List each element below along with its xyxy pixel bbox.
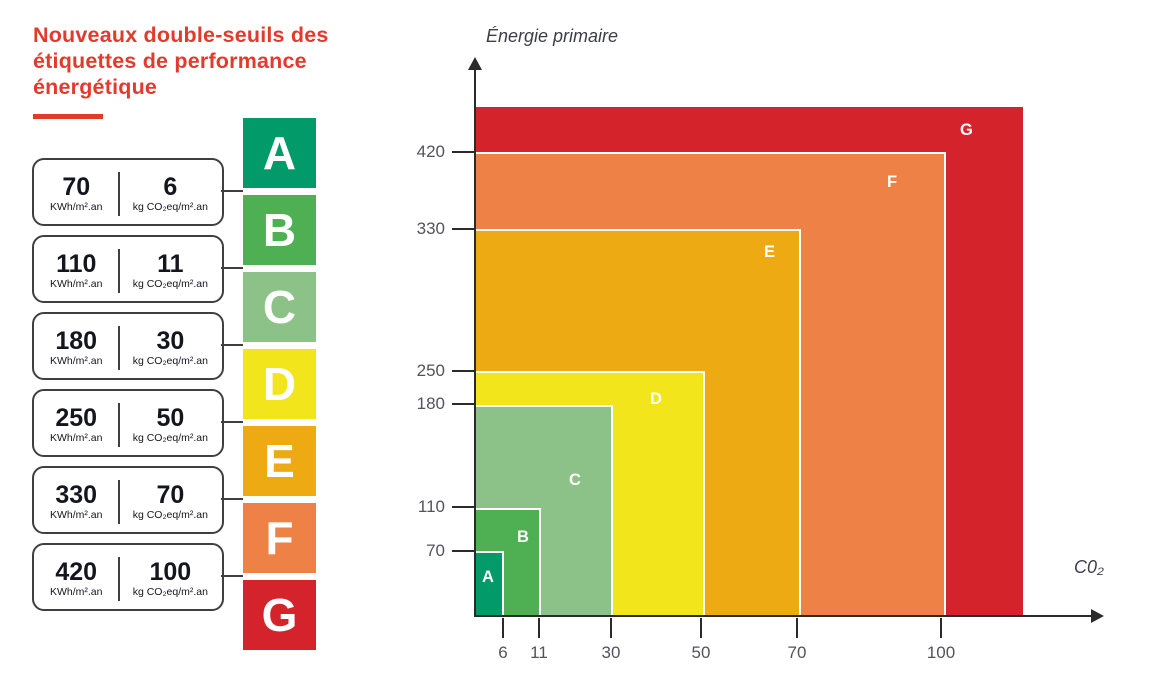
- grade-letter: E: [264, 435, 295, 487]
- x-tick: [502, 618, 504, 638]
- x-axis-title: C0₂: [1074, 557, 1104, 577]
- co2-threshold-value: 100: [149, 557, 192, 586]
- class-label-b: B: [517, 528, 529, 546]
- x-tick-label: 11: [530, 643, 548, 662]
- energy-threshold-value: 250: [55, 403, 98, 432]
- grade-letter: F: [265, 512, 294, 564]
- class-label-f: F: [887, 173, 898, 191]
- grade-badge-e: E: [243, 426, 316, 496]
- grade-letter: B: [262, 204, 297, 256]
- grade-letter: A: [262, 127, 297, 179]
- grade-badge-c: C: [243, 272, 316, 342]
- energy-threshold-value: 180: [55, 326, 98, 355]
- co2-threshold-unit: kg CO₂eq/m².an: [132, 431, 208, 444]
- co2-threshold-unit: kg CO₂eq/m².an: [132, 508, 208, 521]
- x-tick: [796, 618, 798, 638]
- x-axis-line: [474, 615, 1094, 617]
- class-label-e: E: [764, 243, 776, 261]
- energy-threshold-value: 70: [62, 172, 91, 201]
- x-tick-label: 6: [498, 643, 508, 662]
- threshold-divider: [117, 480, 120, 524]
- grade-badge-a: A: [243, 118, 316, 188]
- threshold-box-e-f: 330 KWh/m².an 70 kg CO₂eq/m².an: [32, 466, 224, 534]
- y-tick: [452, 370, 475, 372]
- energy-threshold-value: 420: [55, 557, 98, 586]
- grade-badge-f: F: [243, 503, 316, 573]
- y-tick: [452, 228, 475, 230]
- class-label-d: D: [650, 390, 662, 408]
- threshold-box-c-d: 180 KWh/m².an 30 kg CO₂eq/m².an: [32, 312, 224, 380]
- co2-threshold-value: 70: [156, 480, 185, 509]
- title-underline-bar: [33, 114, 103, 119]
- y-tick-label: 420: [416, 142, 445, 161]
- co2-threshold-unit: kg CO₂eq/m².an: [132, 277, 208, 290]
- threshold-divider: [117, 557, 120, 601]
- threshold-divider: [117, 403, 120, 447]
- x-tick-label: 70: [787, 643, 807, 662]
- y-tick: [452, 151, 475, 153]
- grade-letter: C: [262, 281, 297, 333]
- co2-threshold-value: 6: [163, 172, 178, 201]
- connector-line: [221, 190, 243, 192]
- grade-letter: G: [261, 589, 298, 641]
- x-tick: [700, 618, 702, 638]
- x-tick: [610, 618, 612, 638]
- y-tick: [452, 506, 475, 508]
- x-tick: [940, 618, 942, 638]
- energy-threshold-unit: KWh/m².an: [49, 585, 103, 598]
- y-tick-label: 180: [416, 394, 445, 413]
- class-label-c: C: [569, 471, 581, 489]
- threshold-box-f-g: 420 KWh/m².an 100 kg CO₂eq/m².an: [32, 543, 224, 611]
- x-tick-label: 30: [601, 643, 621, 662]
- threshold-box-a-b: 70 KWh/m².an 6 kg CO₂eq/m².an: [32, 158, 224, 226]
- energy-threshold-value: 330: [55, 480, 98, 509]
- y-tick: [452, 550, 475, 552]
- y-axis-line: [474, 68, 476, 617]
- threshold-divider: [117, 326, 120, 370]
- y-tick-label: 110: [417, 497, 445, 516]
- y-tick-label: 70: [426, 541, 445, 560]
- grade-badge-b: B: [243, 195, 316, 265]
- connector-line: [221, 575, 243, 577]
- y-axis-arrowhead-icon: [468, 57, 482, 70]
- co2-threshold-unit: kg CO₂eq/m².an: [132, 354, 208, 367]
- x-tick-label: 100: [926, 643, 956, 662]
- x-tick: [538, 618, 540, 638]
- connector-line: [221, 344, 243, 346]
- connector-line: [221, 421, 243, 423]
- connector-line: [221, 498, 243, 500]
- co2-threshold-value: 50: [156, 403, 185, 432]
- energy-threshold-unit: KWh/m².an: [49, 508, 103, 521]
- threshold-box-b-c: 110 KWh/m².an 11 kg CO₂eq/m².an: [32, 235, 224, 303]
- threshold-divider: [117, 172, 120, 216]
- connector-line: [221, 267, 243, 269]
- co2-threshold-unit: kg CO₂eq/m².an: [132, 200, 208, 213]
- energy-threshold-unit: KWh/m².an: [49, 200, 103, 213]
- energy-threshold-unit: KWh/m².an: [49, 354, 103, 367]
- class-label-a: A: [482, 568, 494, 586]
- page-title: Nouveaux double-seuils des étiquettes de…: [33, 23, 329, 99]
- class-label-g: G: [960, 121, 973, 139]
- co2-threshold-unit: kg CO₂eq/m².an: [132, 585, 208, 598]
- grade-badge-d: D: [243, 349, 316, 419]
- grade-badge-g: G: [243, 580, 316, 650]
- energy-threshold-unit: KWh/m².an: [49, 431, 103, 444]
- threshold-divider: [117, 249, 120, 293]
- x-tick-label: 50: [691, 643, 711, 662]
- y-tick-label: 330: [416, 219, 445, 238]
- grade-letter: D: [262, 358, 297, 410]
- threshold-box-d-e: 250 KWh/m².an 50 kg CO₂eq/m².an: [32, 389, 224, 457]
- energy-threshold-unit: KWh/m².an: [49, 277, 103, 290]
- energy-threshold-value: 110: [56, 249, 97, 278]
- y-axis-title: Énergie primaire: [486, 26, 619, 46]
- co2-threshold-value: 30: [156, 326, 185, 355]
- co2-threshold-value: 11: [157, 249, 184, 278]
- x-axis-arrowhead-icon: [1091, 609, 1104, 623]
- class-area-a: [476, 551, 504, 616]
- y-tick: [452, 403, 475, 405]
- y-tick-label: 250: [416, 361, 445, 380]
